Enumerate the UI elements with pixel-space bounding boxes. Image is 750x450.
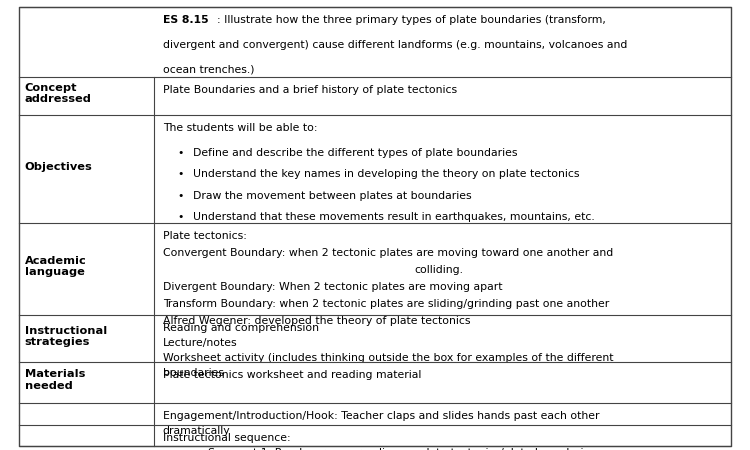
Text: Lecture/notes: Lecture/notes	[163, 338, 237, 348]
Text: Segment 1: Read warm-up reading on plate tectonics/plate boundaries: Segment 1: Read warm-up reading on plate…	[208, 448, 596, 450]
Text: Concept
addressed: Concept addressed	[25, 83, 92, 104]
Text: Materials
needed: Materials needed	[25, 369, 85, 391]
Text: Alfred Wegener: developed the theory of plate tectonics: Alfred Wegener: developed the theory of …	[163, 316, 470, 326]
Text: Transform Boundary: when 2 tectonic plates are sliding/grinding past one another: Transform Boundary: when 2 tectonic plat…	[163, 299, 609, 309]
Text: Objectives: Objectives	[25, 162, 92, 171]
Text: •: •	[178, 212, 184, 222]
Text: boundaries: boundaries	[163, 368, 224, 378]
Text: ocean trenches.): ocean trenches.)	[163, 64, 254, 74]
Text: Engagement/Introduction/Hook: Teacher claps and slides hands past each other: Engagement/Introduction/Hook: Teacher cl…	[163, 411, 599, 421]
Text: Worksheet activity (includes thinking outside the box for examples of the differ: Worksheet activity (includes thinking ou…	[163, 353, 614, 363]
Text: Plate Boundaries and a brief history of plate tectonics: Plate Boundaries and a brief history of …	[163, 85, 457, 94]
Text: Draw the movement between plates at boundaries: Draw the movement between plates at boun…	[193, 191, 471, 201]
Text: •: •	[178, 148, 184, 157]
Text: Instructional
strategies: Instructional strategies	[25, 326, 107, 347]
Text: colliding.: colliding.	[414, 265, 464, 275]
Text: ES 8.15: ES 8.15	[163, 15, 209, 25]
Text: Plate tectonics worksheet and reading material: Plate tectonics worksheet and reading ma…	[163, 370, 422, 380]
Text: dramatically: dramatically	[163, 426, 230, 436]
Text: Understand that these movements result in earthquakes, mountains, etc.: Understand that these movements result i…	[193, 212, 595, 222]
Text: Divergent Boundary: When 2 tectonic plates are moving apart: Divergent Boundary: When 2 tectonic plat…	[163, 282, 503, 292]
Text: Academic
language: Academic language	[25, 256, 86, 277]
Text: Convergent Boundary: when 2 tectonic plates are moving toward one another and: Convergent Boundary: when 2 tectonic pla…	[163, 248, 613, 258]
Text: The students will be able to:: The students will be able to:	[163, 123, 317, 133]
Text: Plate tectonics:: Plate tectonics:	[163, 231, 247, 241]
Text: : Illustrate how the three primary types of plate boundaries (transform,: : Illustrate how the three primary types…	[217, 15, 606, 25]
Text: Define and describe the different types of plate boundaries: Define and describe the different types …	[193, 148, 518, 157]
Text: Reading and comprehension: Reading and comprehension	[163, 323, 319, 333]
Text: Instructional sequence:: Instructional sequence:	[163, 433, 290, 443]
Text: Understand the key names in developing the theory on plate tectonics: Understand the key names in developing t…	[193, 169, 579, 179]
Text: •: •	[178, 191, 184, 201]
Text: •: •	[178, 169, 184, 179]
Text: divergent and convergent) cause different landforms (e.g. mountains, volcanoes a: divergent and convergent) cause differen…	[163, 40, 627, 50]
